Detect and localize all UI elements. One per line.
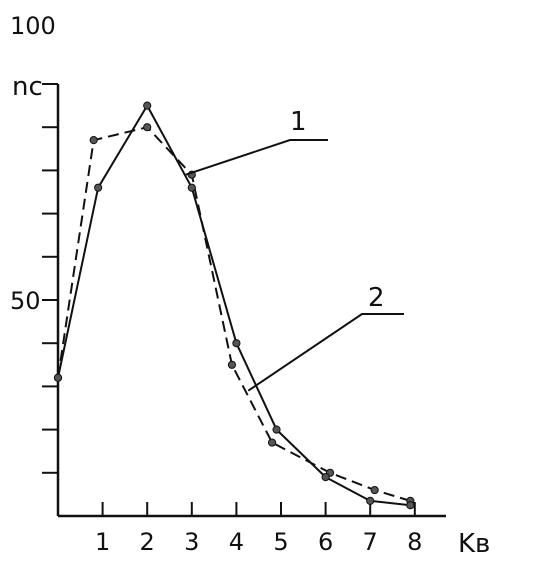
annotation-layer: 12 [185, 107, 404, 392]
series-2-point [187, 183, 196, 192]
series-2-point [406, 501, 415, 510]
series-1-point [370, 485, 379, 495]
series-2-line [57, 104, 411, 507]
x-tick-label: 5 [273, 528, 288, 556]
x-tick-label: 4 [229, 528, 244, 556]
series-layer [53, 101, 415, 510]
x-tick-label: 1 [95, 528, 110, 556]
x-tick-label: 8 [407, 528, 422, 556]
leader-line-1 [185, 139, 328, 176]
y-ticks: 50 [10, 83, 58, 474]
x-axis-label: Kв [458, 529, 490, 559]
series-1-line [57, 126, 411, 502]
series-2-point [232, 339, 241, 348]
curve-label-1: 1 [290, 107, 307, 137]
series-1-point [267, 438, 277, 447]
x-tick-label: 3 [184, 528, 199, 556]
series-2-point [272, 425, 281, 434]
leader-line-2 [247, 313, 404, 392]
series-2-point [94, 183, 103, 192]
series-1-point [89, 136, 98, 145]
y-tick-label: 50 [10, 287, 41, 315]
series-2-point [366, 496, 375, 505]
series-2-point [53, 373, 63, 382]
curve-label-2: 2 [368, 283, 385, 313]
y-axis-max-label: 100 [10, 12, 56, 40]
x-tick-label: 6 [318, 528, 333, 556]
x-ticks: 1 2 3 4 5 6 7 8 [95, 502, 422, 556]
series-2-point [143, 101, 152, 110]
x-tick-label: 7 [363, 528, 378, 556]
series-1-point [143, 123, 152, 132]
series-1-point [227, 360, 237, 369]
series-2-point [321, 473, 330, 482]
y-axis-label: nс [12, 72, 43, 102]
x-tick-label: 2 [140, 528, 155, 556]
axes [56, 84, 446, 518]
